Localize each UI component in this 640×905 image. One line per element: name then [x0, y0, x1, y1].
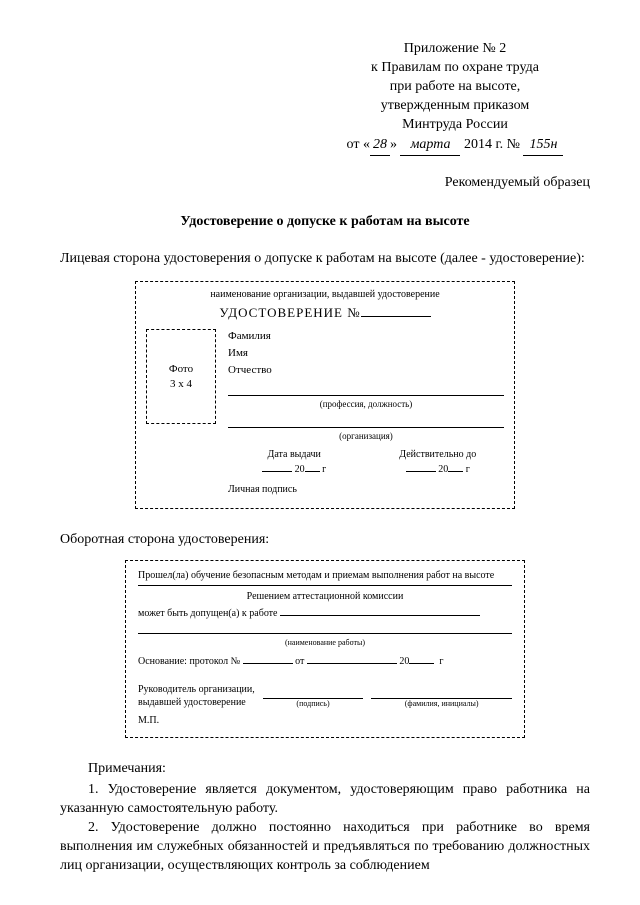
year-20: 20	[399, 656, 409, 667]
year-20: 20	[438, 464, 448, 475]
date-prefix: от «	[347, 137, 370, 152]
year-g: г	[439, 656, 443, 667]
date-mid: »	[390, 137, 397, 152]
header-line: Приложение № 2	[320, 40, 590, 59]
leader-block: Руководитель организации, выдавшей удост…	[138, 683, 512, 710]
date-month: марта	[400, 136, 460, 156]
trained-row: Прошел(ла) обучение безопасным методам и…	[138, 569, 512, 586]
fields-block: Фамилия Имя Отчество (профессия, должнос…	[228, 329, 504, 498]
year-suffix: 2014 г. №	[464, 137, 520, 152]
certificate-front-card: наименование организации, выдавшей удост…	[135, 281, 515, 509]
header-line: к Правилам по охране труда	[320, 59, 590, 78]
basis-label: Основание: протокол №	[138, 656, 240, 667]
cert-title: УДОСТОВЕРЕНИЕ №	[219, 305, 360, 320]
signature-caption: (подпись)	[263, 699, 364, 710]
photo-size: 3 х 4	[170, 377, 192, 392]
order-no: 155н	[523, 136, 563, 156]
year-20: 20	[295, 464, 305, 475]
header-line: Минтруда России	[320, 116, 590, 135]
patronymic-label: Отчество	[228, 363, 504, 378]
back-intro: Оборотная сторона удостоверения:	[60, 531, 590, 550]
photo-box: Фото 3 х 4	[146, 329, 216, 424]
admitted-row: может быть допущен(а) к работе	[138, 607, 512, 621]
year-g: г	[466, 464, 470, 475]
photo-label: Фото	[169, 362, 193, 377]
blank-line	[228, 384, 504, 396]
doc-title: Удостоверение о допуске к работам на выс…	[60, 213, 590, 232]
work-name-caption: (наименование работы)	[138, 638, 512, 649]
mp-label: М.П.	[138, 714, 512, 728]
header-date-line: от «28» марта 2014 г. № 155н	[320, 136, 590, 156]
surname-label: Фамилия	[228, 329, 504, 344]
certificate-back-card: Прошел(ла) обучение безопасным методам и…	[125, 560, 525, 738]
org-field-caption: (организация)	[228, 430, 504, 442]
fio-caption: (фамилия, инициалы)	[371, 699, 512, 710]
note-2: 2. Удостоверение должно постоянно находи…	[60, 819, 590, 876]
valid-until-col: Действительно до 20 г	[372, 448, 504, 477]
name-label: Имя	[228, 346, 504, 361]
org-caption: наименование организации, выдавшей удост…	[146, 288, 504, 302]
header-line: при работе на высоте,	[320, 78, 590, 97]
header-line: утвержденным приказом	[320, 97, 590, 116]
blank-line	[138, 624, 512, 634]
valid-until-label: Действительно до	[372, 448, 504, 462]
blank-line	[228, 416, 504, 428]
protocol-row: Основание: протокол № от 20 г	[138, 655, 512, 669]
decision-row: Решением аттестационной комиссии	[138, 590, 512, 604]
date-issue-col: Дата выдачи 20 г	[228, 448, 360, 477]
leader-text: Руководитель организации, выдавшей удост…	[138, 683, 255, 710]
ot-label: от	[295, 656, 304, 667]
cert-title-row: УДОСТОВЕРЕНИЕ №	[146, 304, 504, 322]
appendix-header: Приложение № 2 к Правилам по охране труд…	[320, 40, 590, 156]
year-g: г	[322, 464, 326, 475]
signature-label: Личная подпись	[228, 483, 504, 497]
note-1: 1. Удостоверение является документом, уд…	[60, 781, 590, 819]
notes-title: Примечания:	[60, 760, 590, 779]
date-issue-label: Дата выдачи	[228, 448, 360, 462]
recommended-sample: Рекомендуемый образец	[60, 174, 590, 193]
leader-line1: Руководитель организации,	[138, 683, 255, 697]
front-intro: Лицевая сторона удостоверения о допуске …	[60, 250, 590, 269]
date-day: 28	[370, 136, 390, 156]
profession-caption: (профессия, должность)	[228, 398, 504, 410]
admitted-label: может быть допущен(а) к работе	[138, 608, 278, 619]
cert-number-blank	[361, 316, 431, 317]
leader-line2: выдавшей удостоверение	[138, 696, 255, 710]
